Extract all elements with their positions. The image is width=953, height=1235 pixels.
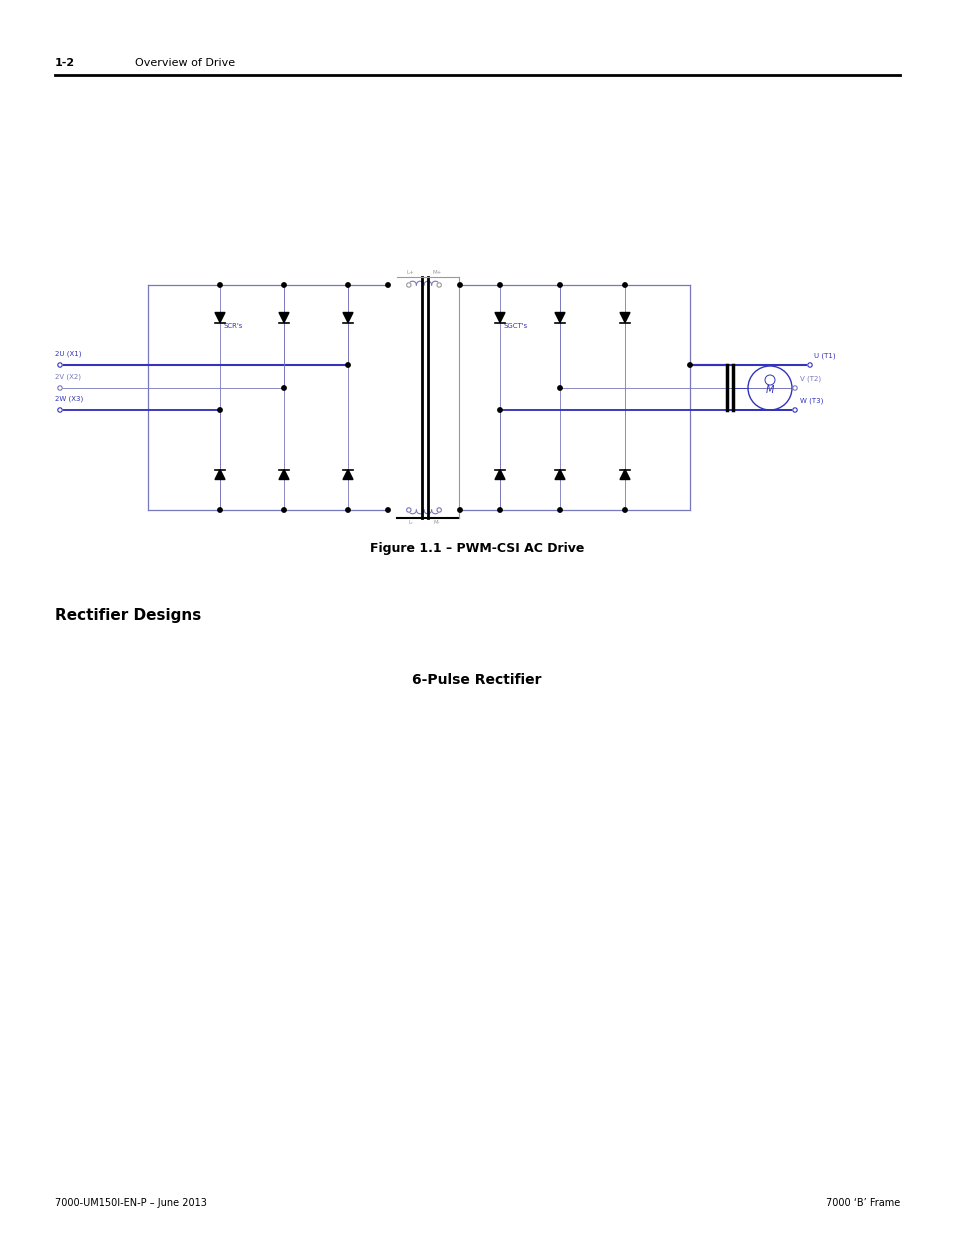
Circle shape: [457, 283, 461, 288]
Text: 2V (X2): 2V (X2): [55, 373, 81, 380]
Circle shape: [217, 283, 222, 288]
Circle shape: [807, 363, 811, 367]
Polygon shape: [619, 312, 629, 322]
Circle shape: [558, 385, 561, 390]
Circle shape: [406, 283, 411, 288]
Text: V (T2): V (T2): [800, 375, 821, 382]
Text: 7000-UM150I-EN-P – June 2013: 7000-UM150I-EN-P – June 2013: [55, 1198, 207, 1208]
Circle shape: [406, 508, 411, 513]
Text: L+: L+: [407, 270, 415, 275]
Polygon shape: [619, 469, 629, 479]
Circle shape: [497, 508, 501, 513]
Circle shape: [281, 283, 286, 288]
Circle shape: [217, 408, 222, 412]
Circle shape: [385, 283, 390, 288]
Circle shape: [558, 283, 561, 288]
Text: W (T3): W (T3): [800, 398, 822, 404]
Polygon shape: [214, 469, 225, 479]
Polygon shape: [495, 469, 504, 479]
Circle shape: [281, 385, 286, 390]
Circle shape: [345, 283, 350, 288]
Circle shape: [497, 283, 501, 288]
Circle shape: [385, 508, 390, 513]
Text: M-: M-: [434, 520, 440, 525]
Text: Rectifier Designs: Rectifier Designs: [55, 608, 201, 622]
Circle shape: [436, 508, 441, 513]
Text: SCR's: SCR's: [224, 324, 243, 329]
Circle shape: [792, 385, 797, 390]
Text: M: M: [765, 385, 774, 395]
Circle shape: [792, 408, 797, 412]
Circle shape: [345, 508, 350, 513]
Polygon shape: [214, 312, 225, 322]
Circle shape: [281, 508, 286, 513]
Polygon shape: [343, 312, 353, 322]
Text: 2U (X1): 2U (X1): [55, 351, 81, 357]
Circle shape: [622, 508, 626, 513]
Circle shape: [436, 283, 441, 288]
Text: 1-2: 1-2: [55, 58, 75, 68]
Circle shape: [58, 385, 62, 390]
Polygon shape: [495, 312, 504, 322]
Text: 7000 ‘B’ Frame: 7000 ‘B’ Frame: [825, 1198, 899, 1208]
Text: Figure 1.1 – PWM-CSI AC Drive: Figure 1.1 – PWM-CSI AC Drive: [370, 541, 583, 555]
Polygon shape: [555, 469, 564, 479]
Polygon shape: [278, 312, 289, 322]
Polygon shape: [343, 469, 353, 479]
Text: SGCT's: SGCT's: [503, 324, 528, 329]
Text: 6-Pulse Rectifier: 6-Pulse Rectifier: [412, 673, 541, 687]
Circle shape: [622, 283, 626, 288]
Polygon shape: [555, 312, 564, 322]
Circle shape: [457, 508, 461, 513]
Text: Overview of Drive: Overview of Drive: [135, 58, 234, 68]
Text: 2W (X3): 2W (X3): [55, 395, 83, 403]
Text: L-: L-: [408, 520, 413, 525]
Text: U (T1): U (T1): [813, 352, 835, 359]
Circle shape: [687, 363, 692, 367]
Circle shape: [217, 508, 222, 513]
Circle shape: [345, 363, 350, 367]
Text: M+: M+: [432, 270, 441, 275]
Circle shape: [58, 363, 62, 367]
Circle shape: [58, 408, 62, 412]
Polygon shape: [278, 469, 289, 479]
Circle shape: [497, 408, 501, 412]
Circle shape: [558, 508, 561, 513]
